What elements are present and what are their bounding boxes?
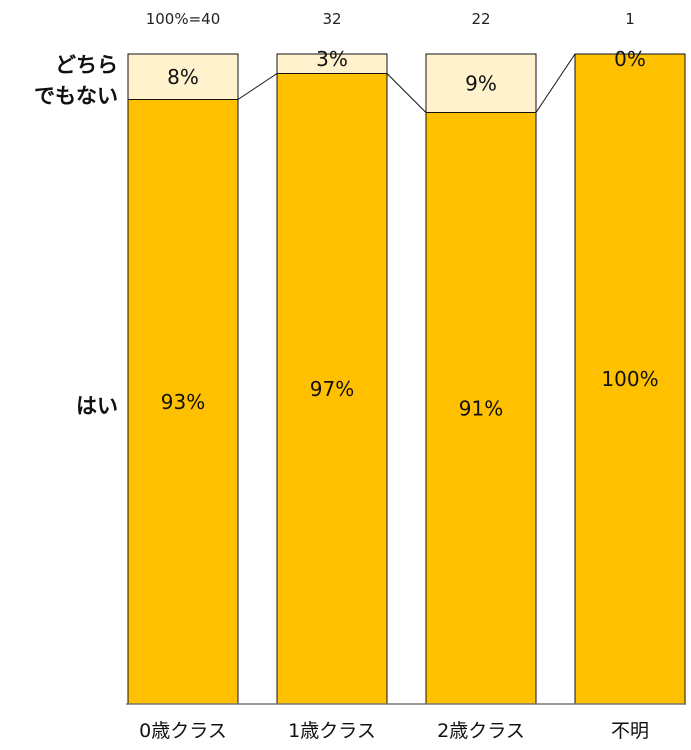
bar-segment-neutral-0 — [127, 53, 239, 100]
series-label-neutral-line2: でもない — [34, 84, 118, 108]
total-label-0: 100%=40 — [146, 10, 221, 28]
data-label-neutral-2: 9% — [465, 71, 497, 95]
category-label-0: 0歳クラス — [139, 720, 227, 742]
data-label-yes-0: 93% — [161, 390, 205, 414]
category-label-1: 1歳クラス — [288, 720, 376, 742]
series-label-neutral-line1: どちら — [55, 53, 118, 77]
data-label-neutral-1: 3% — [316, 47, 348, 71]
connector-line-0 — [237, 73, 278, 100]
data-label-yes-1: 97% — [310, 377, 354, 401]
total-label-3: 1 — [625, 10, 635, 28]
data-label-yes-2: 91% — [459, 396, 503, 420]
category-label-2: 2歳クラス — [437, 720, 525, 742]
total-label-1: 32 — [322, 10, 341, 28]
connector-line-2 — [535, 53, 576, 113]
data-label-neutral-0: 8% — [167, 65, 199, 89]
data-label-neutral-3: 0% — [614, 47, 646, 71]
bar-segment-yes-3 — [574, 53, 686, 705]
bar-segment-yes-0 — [127, 99, 239, 705]
category-label-3: 不明 — [611, 720, 649, 742]
series-label-yes: はい — [76, 394, 118, 418]
bar-segment-yes-1 — [276, 73, 388, 705]
connector-line-1 — [386, 73, 427, 113]
total-label-2: 22 — [471, 10, 490, 28]
data-label-yes-3: 100% — [601, 367, 658, 391]
